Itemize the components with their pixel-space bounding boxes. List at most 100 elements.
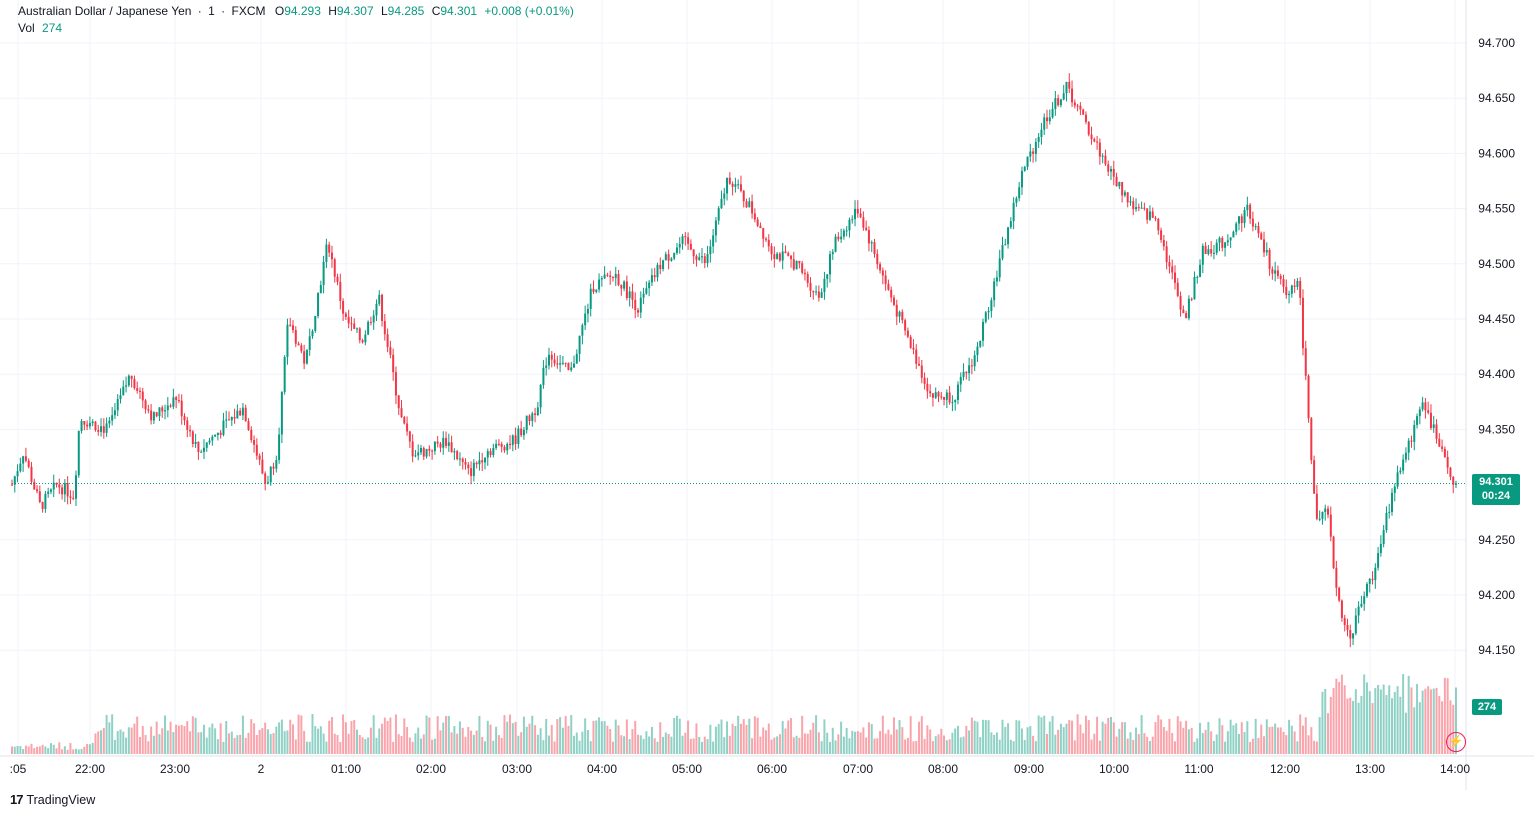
volume-bar xyxy=(1310,727,1313,754)
volume-bar xyxy=(712,741,715,754)
candle-body xyxy=(726,177,729,194)
volume-bar xyxy=(1054,734,1057,754)
candle-body xyxy=(1148,211,1151,220)
candle-body xyxy=(461,458,464,462)
volume-bar xyxy=(1082,733,1085,754)
volume-bar xyxy=(1399,696,1402,754)
candle-body xyxy=(1435,424,1438,439)
volume-bar xyxy=(1416,683,1419,754)
volume-bar xyxy=(164,715,167,754)
interval[interactable]: 1 xyxy=(208,4,215,18)
candle-body xyxy=(169,405,172,407)
volume-bar xyxy=(1059,723,1062,754)
volume-bar xyxy=(211,723,214,754)
volume-bar xyxy=(692,738,695,754)
symbol-name[interactable]: Australian Dollar / Japanese Yen xyxy=(18,4,192,18)
candle-body xyxy=(1137,207,1140,209)
candle-body xyxy=(1391,492,1394,512)
candle-body xyxy=(1340,600,1343,618)
volume-bar xyxy=(968,730,971,754)
volume-bar xyxy=(289,719,292,754)
candle-body xyxy=(1382,530,1385,544)
candle-body xyxy=(80,421,83,431)
candle-body xyxy=(845,230,848,232)
candle-body xyxy=(1168,262,1171,267)
lightning-icon[interactable]: ⚡ xyxy=(1446,732,1466,752)
volume-bar xyxy=(258,729,261,754)
candle-body xyxy=(1146,208,1149,220)
candle-body xyxy=(770,246,773,255)
candle-body xyxy=(773,254,776,260)
volume-bar xyxy=(1084,715,1087,754)
candle-body xyxy=(854,208,857,220)
candle-body xyxy=(1115,176,1118,187)
candle-body xyxy=(392,354,395,373)
volume-bar xyxy=(653,738,656,754)
candle-body xyxy=(898,311,901,317)
volume-bar xyxy=(1032,735,1035,754)
candle-body xyxy=(1046,117,1049,122)
volume-bar xyxy=(119,729,122,754)
candle-body xyxy=(1293,285,1296,287)
candle-body xyxy=(127,375,130,386)
volume-bar xyxy=(1374,688,1377,754)
candle-body xyxy=(406,423,409,432)
volume-label[interactable]: Vol xyxy=(18,21,35,35)
candle-body xyxy=(982,321,985,341)
candle-body xyxy=(534,413,537,415)
candle-body xyxy=(1051,108,1054,118)
volume-bar xyxy=(1168,718,1171,754)
candle-body xyxy=(47,491,50,494)
candle-body xyxy=(739,184,742,191)
candle-body xyxy=(1413,424,1416,442)
volume-bar xyxy=(356,729,359,754)
candle-body xyxy=(52,482,55,490)
candle-body xyxy=(503,446,506,451)
volume-bar xyxy=(1413,707,1416,754)
candle-body xyxy=(1268,249,1271,269)
volume-bar xyxy=(1151,736,1154,754)
candle-body xyxy=(712,235,715,247)
open-value: 94.293 xyxy=(284,4,321,18)
volume-bar xyxy=(1402,674,1405,754)
volume-bar xyxy=(998,739,1001,754)
volume-bar xyxy=(144,734,147,754)
candle-body xyxy=(1251,218,1254,227)
volume-bar xyxy=(147,741,150,754)
volume-bar xyxy=(617,725,620,754)
candle-body xyxy=(447,442,450,446)
volume-bar xyxy=(336,735,339,754)
time-tick-label: 10:00 xyxy=(1099,762,1129,776)
volume-bar xyxy=(66,749,69,754)
candle-body xyxy=(1196,276,1199,278)
candle-body xyxy=(216,432,219,435)
candle-body xyxy=(125,385,128,387)
volume-bar xyxy=(592,720,595,754)
candle-body xyxy=(233,417,236,419)
candle-body xyxy=(1062,93,1065,100)
candle-body xyxy=(1396,472,1399,487)
volume-bar xyxy=(24,745,27,754)
volume-bar xyxy=(417,727,420,754)
candle-body xyxy=(826,274,829,279)
volume-bar xyxy=(472,734,475,754)
candle-body xyxy=(397,395,400,409)
candle-body xyxy=(1012,202,1015,222)
candle-body xyxy=(948,392,951,403)
price-tick-label: 94.250 xyxy=(1478,533,1515,547)
volume-bar xyxy=(1324,688,1327,754)
tradingview-brand[interactable]: 17 TradingView xyxy=(10,792,95,807)
volume-bar xyxy=(1377,684,1380,754)
time-axis[interactable]: :05 22:00 23:00 2 01:00 02:00 03:00 04:00 05:00 0… xyxy=(10,762,1471,776)
volume-bar xyxy=(934,736,937,754)
volume-bar xyxy=(1349,697,1352,754)
price-axis[interactable]: 94.700 94.650 94.600 94.550 94.500 94.450 94.4… xyxy=(1478,36,1515,657)
volume-bar xyxy=(1057,729,1060,754)
candle-body xyxy=(358,328,361,341)
candle-body xyxy=(1388,511,1391,513)
volume-bar xyxy=(570,715,573,754)
volume-bar xyxy=(467,726,470,754)
time-tick-label: :05 xyxy=(10,762,27,776)
volume-bar xyxy=(445,715,448,754)
